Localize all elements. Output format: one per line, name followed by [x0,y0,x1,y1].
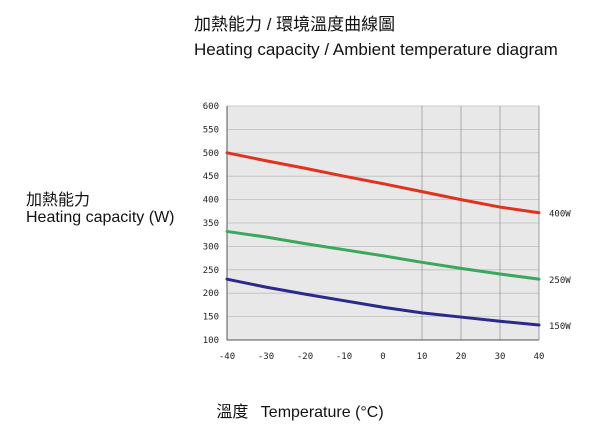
y-axis-label: Heating capacity (W) [26,209,175,226]
x-tick-label: 10 [417,352,428,362]
x-tick-label: 30 [495,352,506,362]
series-label-250W: 250W [549,276,571,286]
y-tick-label: 500 [203,149,219,159]
x-tick-label: 0 [380,352,385,362]
x-tick-label: -20 [297,352,313,362]
y-tick-label: 250 [203,266,219,276]
series-line-400W [225,151,541,215]
x-tick-label: -40 [219,352,235,362]
y-tick-label: 600 [203,102,219,112]
x-tick-label: 20 [456,352,467,362]
y-tick-label: 550 [203,125,219,135]
y-tick-label: 200 [203,289,219,299]
x-tick-label: 40 [534,352,545,362]
series-label-150W: 150W [549,322,571,332]
x-tick-label: -30 [258,352,274,362]
series-label-400W: 400W [549,210,571,220]
y-tick-label: 400 [203,196,219,206]
chart-title-chinese: 加熱能力 / 環境溫度曲線圖 [194,15,396,34]
series-line-150W [225,277,541,327]
chart-title: Heating capacity / Ambient temperature d… [194,40,558,59]
y-tick-label: 100 [203,336,219,346]
x-axis-label-chinese: 溫度 [216,404,249,421]
x-axis-label-group: 溫度 Temperature (°C) [0,398,600,422]
y-tick-label: 150 [203,313,219,323]
y-axis-label-chinese: 加熱能力 [26,192,91,209]
x-axis-label: Temperature (°C) [260,404,384,421]
y-tick-label: 350 [203,219,219,229]
y-tick-label: 300 [203,242,219,252]
y-tick-label: 450 [203,172,219,182]
series-line-250W [225,229,541,281]
x-tick-label: -10 [336,352,352,362]
